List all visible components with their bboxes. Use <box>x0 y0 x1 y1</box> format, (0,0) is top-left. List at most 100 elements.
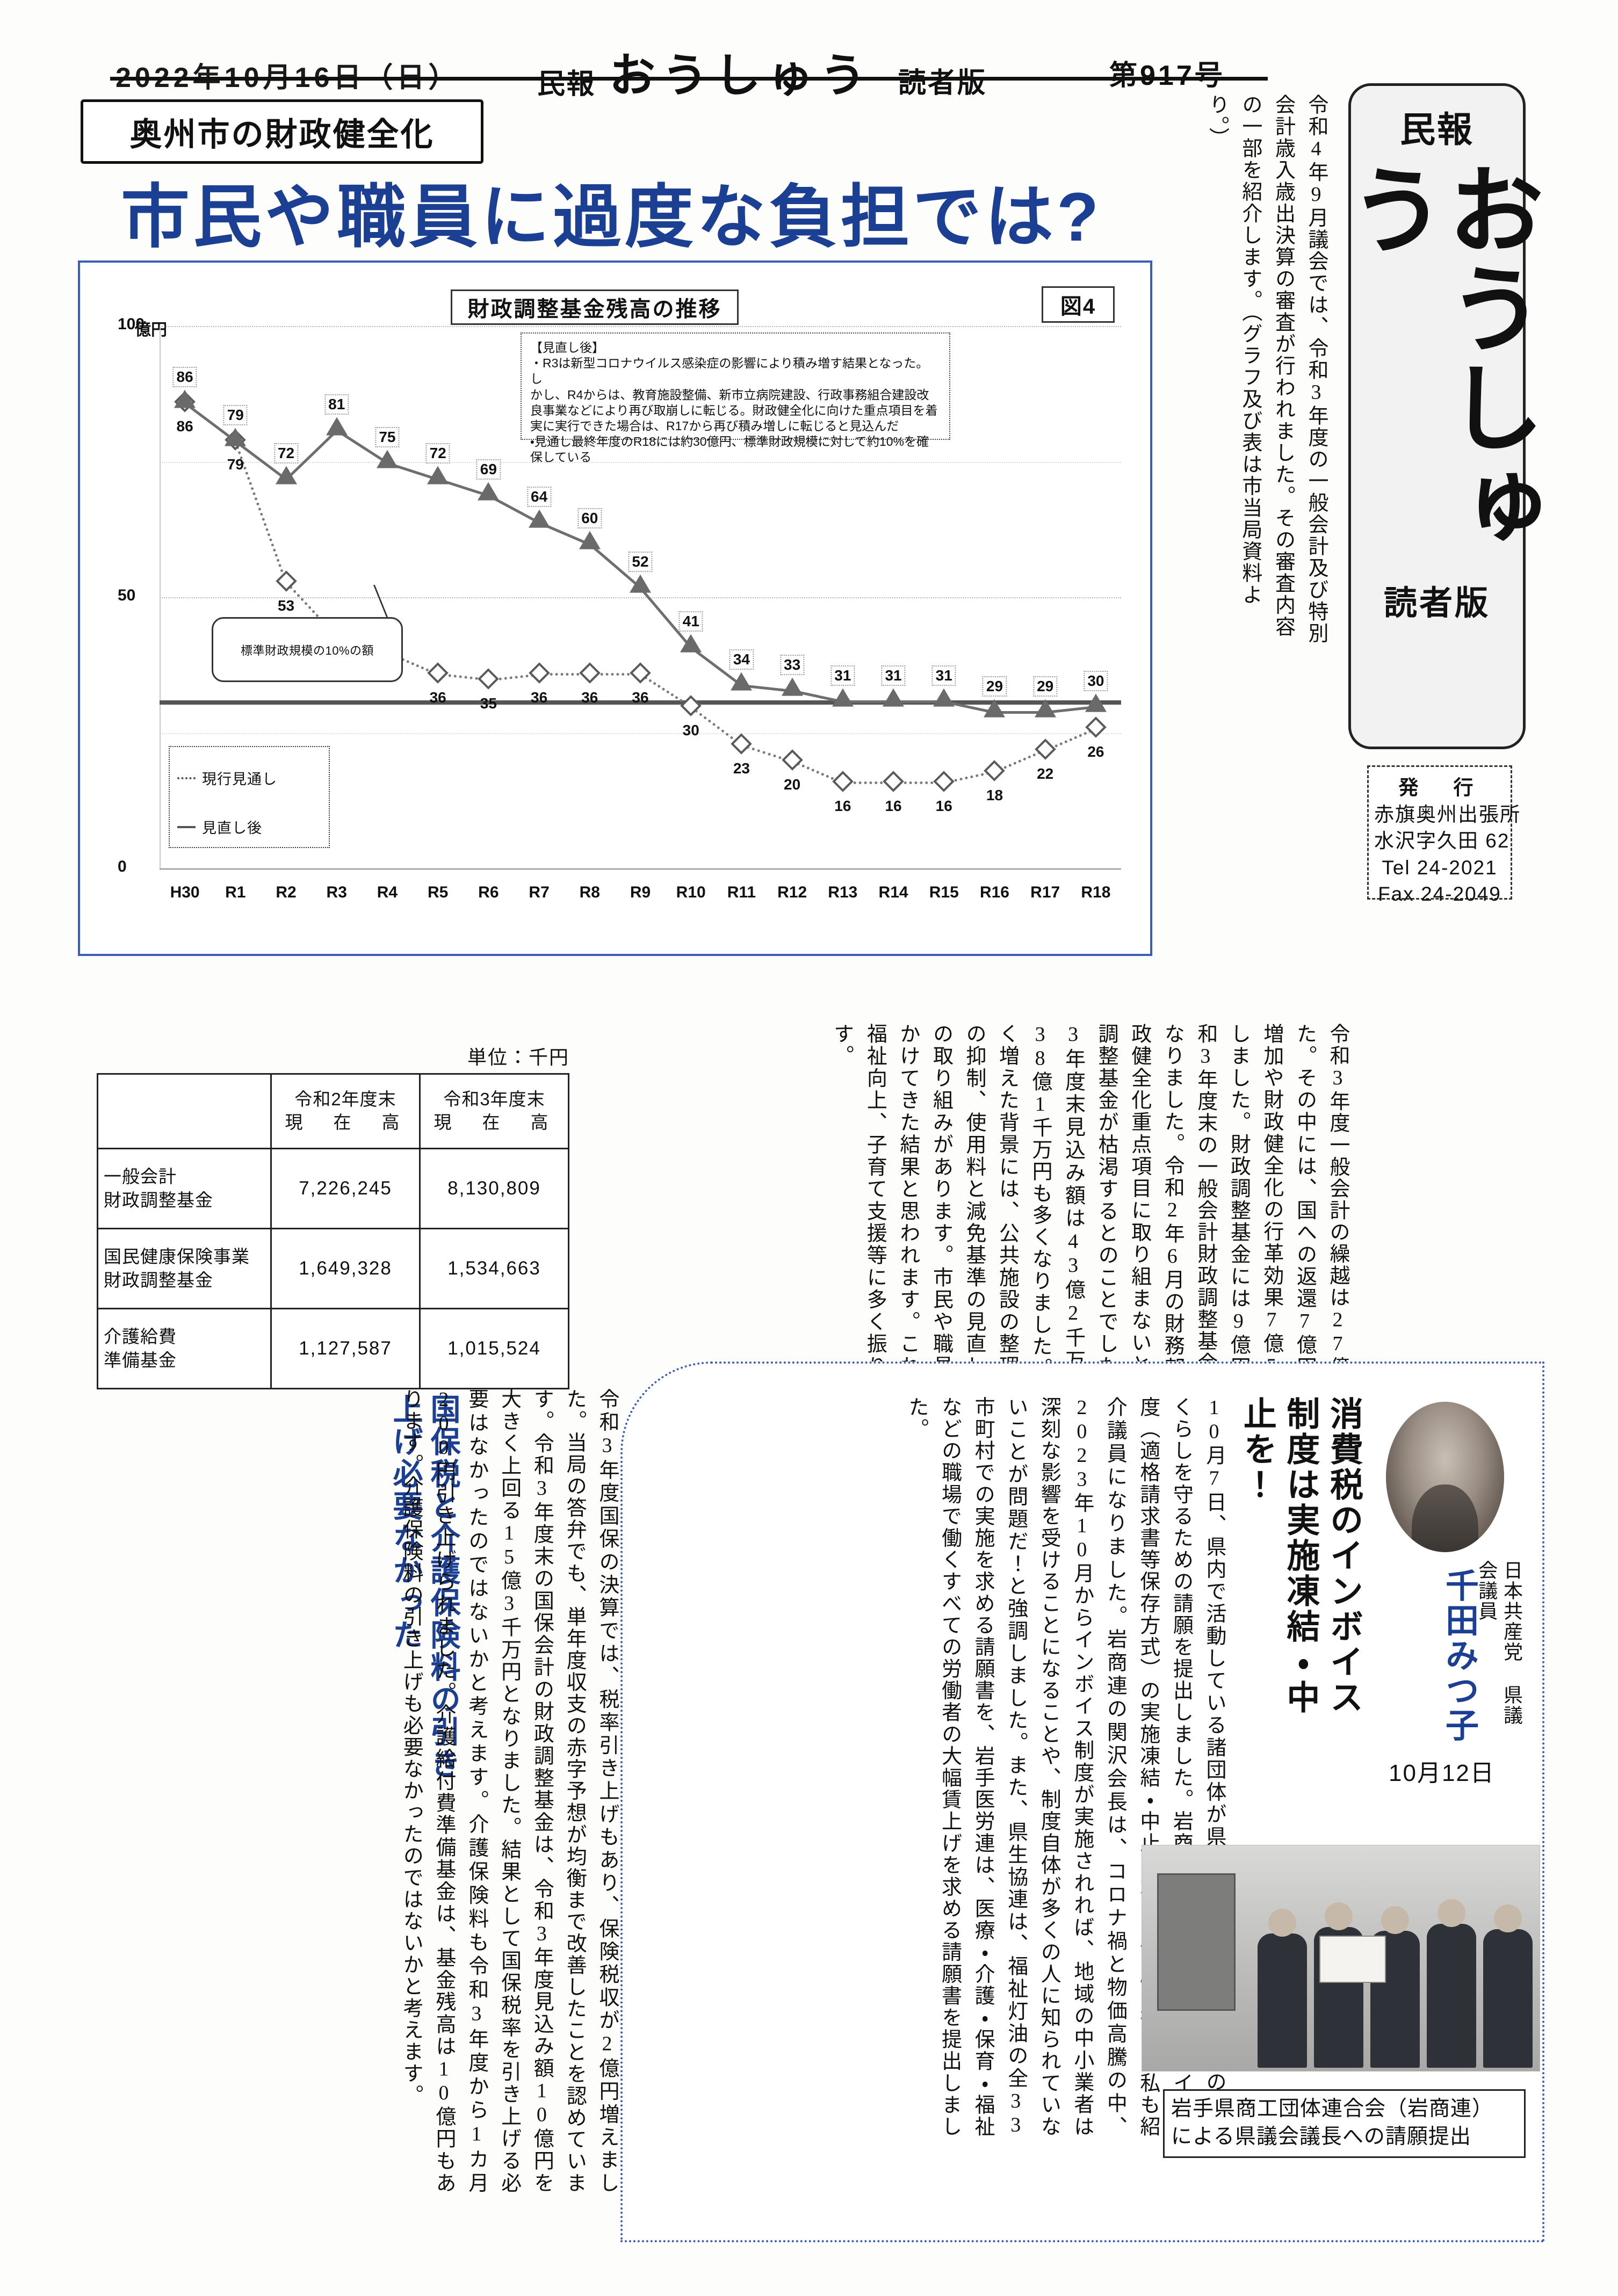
chart-data-label: 20 <box>784 776 801 793</box>
table-unit-label: 単位：千円 <box>467 1046 570 1068</box>
paper-name-kanji: 民報 <box>537 69 596 100</box>
chart-data-point <box>528 509 550 528</box>
chart-data-label: 31 <box>881 665 906 686</box>
article-invoice-headline: 消費税のインボイス制度は実施凍結・中止を！ <box>1238 1396 1362 1715</box>
chart-gridline-minor <box>160 461 1121 463</box>
table-row-label: 一般会計 財政調整基金 <box>97 1148 272 1229</box>
chart-data-point <box>1085 693 1107 712</box>
chart-data-point <box>528 662 550 684</box>
chart-note-line: かし、R4からは、教育施設整備、新市立病院建設、行政事務組合建設改 <box>530 387 929 402</box>
chart-data-point <box>225 428 247 446</box>
x-axis-tick: R15 <box>929 883 959 901</box>
chart-data-label: 75 <box>375 426 400 447</box>
page-title: 市民や職員に過度な負担では? <box>121 179 1102 256</box>
chart-plot-area: 0501008679534340363536363630232016161618… <box>118 315 1121 901</box>
chart-line-segment <box>589 673 640 676</box>
chart-data-point <box>478 668 500 690</box>
chart-line-segment <box>539 673 590 676</box>
publisher-fax: Fax 24-2049 <box>1378 883 1501 906</box>
chart-note-line: ・見通し最終年度のR18には約30億円、標準財政規模に対して約10%を確 <box>530 434 929 449</box>
x-axis-tick: R3 <box>326 883 347 901</box>
masthead-panel-edition: 読者版 <box>1383 585 1490 622</box>
chart-data-label: 86 <box>172 367 197 388</box>
chart-data-label: 72 <box>425 443 450 463</box>
chart-panel: 財政調整基金残高の推移 図4 億円 【見直し後】 ・R3は新型コロナウイルス感染… <box>78 260 1152 956</box>
chart-data-label: 30 <box>682 722 699 738</box>
legend-item: 現行見通し <box>177 767 321 788</box>
photo-background-board <box>1157 1873 1236 2011</box>
chart-title-box: 財政調整基金残高の推移 <box>451 289 739 325</box>
table-col-fy2-label: 令和2年度末 <box>294 1089 396 1110</box>
photo-person <box>1427 1899 1476 2068</box>
table-cell-fy3: 1,015,524 <box>419 1308 569 1389</box>
chart-data-point <box>1034 738 1056 760</box>
chart-data-point <box>579 531 601 549</box>
publisher-office: 赤旗奥州出張所 <box>1374 803 1521 825</box>
table-col-fy2-sub: 現 在 高 <box>285 1112 406 1132</box>
chart-data-point <box>680 634 702 653</box>
intro-paragraph: 令和4年9月議会では、令和3年度の一般会計及び特別会計歳入歳出決算の審査が行われ… <box>1205 94 1327 644</box>
photo-person <box>1370 1906 1420 2068</box>
fund-balance-table: 令和2年度末 現 在 高 令和3年度末 現 在 高 一般会計 財政調整基金 7,… <box>97 1073 569 1389</box>
photo-person-head <box>1381 1906 1409 1934</box>
chart-data-point <box>630 574 651 593</box>
legend-swatch-dotted-icon <box>177 777 196 779</box>
chart-data-label: 52 <box>628 551 653 572</box>
y-axis-tick: 0 <box>118 858 127 875</box>
chart-note-box: 【見直し後】 ・R3は新型コロナウイルス感染症の影響により積み増す結果となった。… <box>521 332 950 464</box>
masthead: 2022年10月16日（日） 民報 おうしゅう 読者版 第917号 <box>0 21 1618 102</box>
chart-data-label: 30 <box>1084 671 1108 691</box>
x-axis-tick: R1 <box>225 883 246 901</box>
chart-line-segment <box>842 781 894 785</box>
figure-label: 図4 <box>1060 295 1096 318</box>
chart-data-label: 31 <box>830 665 855 686</box>
byline-date: 10月12日 <box>1389 1760 1495 1786</box>
chart-data-point <box>933 771 955 793</box>
x-axis-tick: H30 <box>170 883 200 901</box>
chart-data-label: 36 <box>581 689 598 706</box>
x-axis-tick: R17 <box>1030 883 1060 901</box>
chart-callout-text: 標準財政規模の10%の額 <box>240 643 374 657</box>
chart-data-label: 72 <box>273 443 299 463</box>
chart-data-point <box>832 771 854 793</box>
chart-data-label: 16 <box>834 798 851 815</box>
row-label-line1: 介護給費 <box>104 1327 177 1347</box>
avatar <box>1386 1402 1504 1552</box>
chart-data-label: 81 <box>324 394 349 415</box>
chart-data-label: 41 <box>678 611 703 632</box>
kicker-text: 奥州市の財政健全化 <box>129 116 435 153</box>
chart-data-point <box>832 688 854 707</box>
sub-headline: 国保税と介護保険料の引き上げ必要なかった <box>389 1394 460 1780</box>
row-label-line2: 準備基金 <box>104 1350 177 1370</box>
paper-edition-label: 読者版 <box>898 68 987 99</box>
x-axis-tick: R16 <box>979 883 1009 901</box>
chart-data-point <box>933 688 955 707</box>
chart-data-point <box>376 450 398 468</box>
chart-data-point <box>883 771 904 793</box>
x-axis-tick: R18 <box>1081 883 1111 901</box>
x-axis-tick: R8 <box>579 883 600 901</box>
chart-data-label: 16 <box>935 798 952 815</box>
chart-line-segment <box>994 711 1045 714</box>
row-label-line2: 財政調整基金 <box>104 1270 213 1290</box>
chart-data-point <box>984 760 1006 781</box>
row-label-line2: 財政調整基金 <box>104 1190 213 1210</box>
petition-photo <box>1142 1845 1540 2072</box>
x-axis-tick: R10 <box>676 883 706 901</box>
photo-caption-line2: による県議会議長への請願提出 <box>1171 2125 1471 2148</box>
chart-data-label: 35 <box>480 694 497 712</box>
chart-callout: 標準財政規模の10%の額 <box>212 617 403 682</box>
row-label-line1: 国民健康保険事業 <box>104 1247 250 1267</box>
chart-note-line: ・R3は新型コロナウイルス感染症の影響により積み増す結果となった。し <box>530 356 929 386</box>
byline-name: 千田みつ子 <box>1440 1568 1477 1743</box>
chart-data-label: 23 <box>733 759 750 777</box>
chart-data-point <box>326 417 348 436</box>
chart-data-label: 36 <box>632 689 649 706</box>
row-label-line1: 一般会計 <box>104 1167 177 1187</box>
y-axis-line <box>160 326 161 868</box>
chart-data-label: 69 <box>476 459 501 480</box>
x-axis-tick: R4 <box>377 883 398 901</box>
issue-date: 2022年10月16日（日） <box>115 62 460 93</box>
chart-data-label: 22 <box>1037 765 1054 782</box>
